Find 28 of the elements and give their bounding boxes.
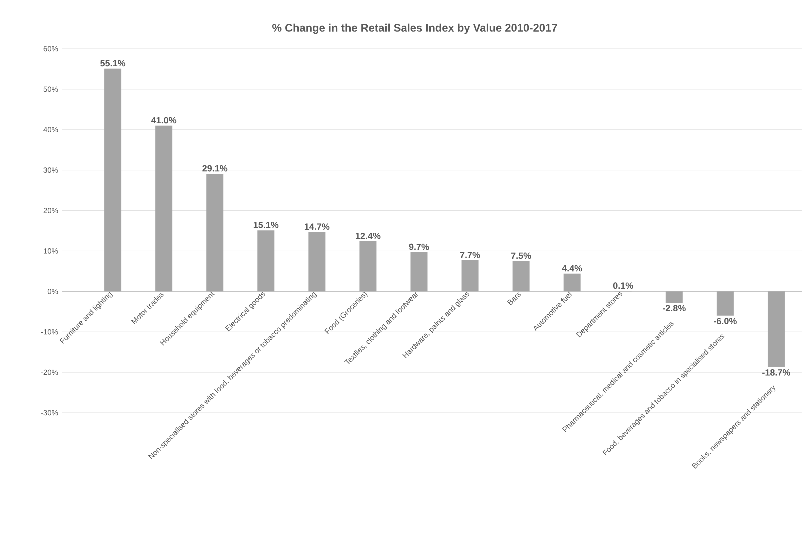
data-label: 0.1% bbox=[613, 282, 634, 290]
data-label: 15.1% bbox=[254, 222, 279, 228]
data-label: 14.7% bbox=[304, 224, 330, 230]
bar bbox=[768, 292, 785, 368]
data-label: 29.1% bbox=[202, 165, 228, 172]
bar bbox=[258, 230, 275, 292]
data-label: 12.4% bbox=[356, 232, 381, 240]
bar bbox=[512, 261, 530, 292]
data-label: 7.5% bbox=[511, 252, 532, 260]
data-label: -18.7% bbox=[762, 369, 790, 376]
data-label: -2.8% bbox=[663, 305, 686, 312]
data-label: 55.1% bbox=[100, 60, 126, 67]
data-label: 9.7% bbox=[409, 244, 430, 250]
chart-title: % Change in the Retail Sales Index by Value 2010-2017 bbox=[272, 24, 558, 34]
data-label: 4.4% bbox=[562, 265, 582, 272]
bar bbox=[104, 68, 122, 292]
bar bbox=[410, 252, 428, 292]
bar bbox=[666, 292, 683, 303]
data-label: 41.0% bbox=[151, 117, 177, 124]
bar bbox=[156, 126, 173, 292]
bar bbox=[462, 260, 479, 292]
bar bbox=[360, 242, 377, 292]
bar bbox=[206, 174, 224, 292]
data-label: -6.0% bbox=[714, 318, 737, 325]
bar bbox=[564, 274, 581, 292]
bar bbox=[716, 292, 734, 316]
data-label: 7.7% bbox=[460, 252, 480, 258]
bar bbox=[308, 232, 326, 292]
